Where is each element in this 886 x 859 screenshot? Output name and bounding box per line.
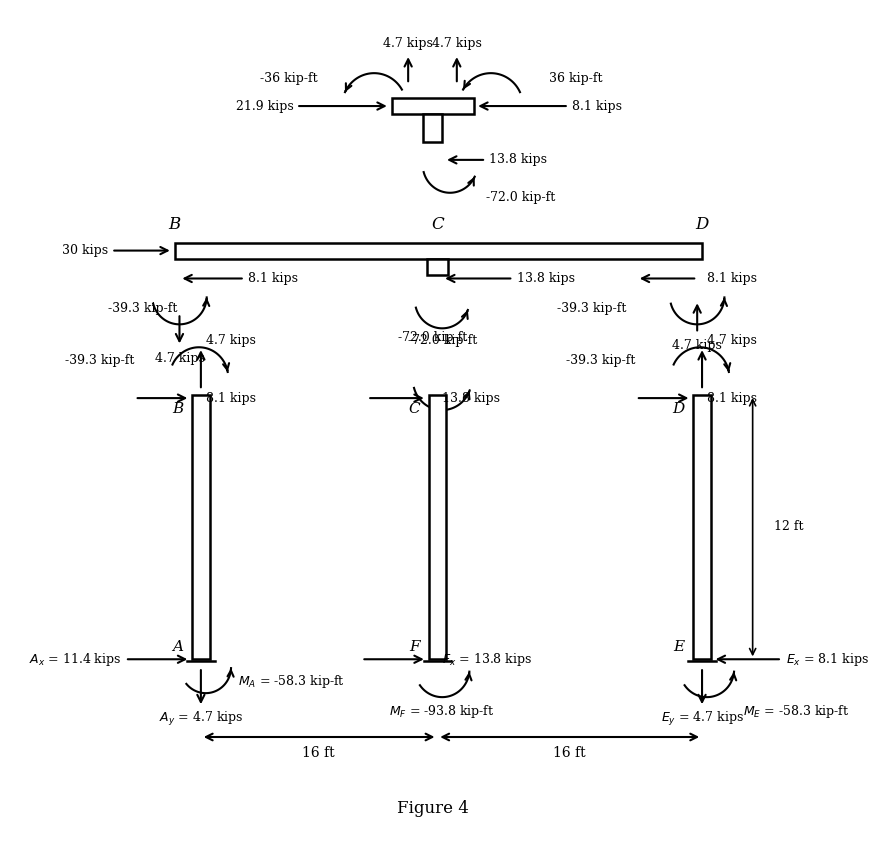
Text: $F_x$ = 13.8 kips: $F_x$ = 13.8 kips [442,651,532,667]
Text: B: B [172,402,183,416]
Text: $E_y$ = 4.7 kips: $E_y$ = 4.7 kips [661,710,743,728]
Text: 4.7 kips: 4.7 kips [707,334,757,347]
Text: 16 ft: 16 ft [302,746,335,760]
Text: 4.7 kips: 4.7 kips [384,37,433,50]
Text: 4.7 kips: 4.7 kips [154,351,205,365]
Bar [427,259,448,275]
Text: -39.3 kip-ft: -39.3 kip-ft [556,302,626,315]
Text: C: C [427,99,439,113]
Text: 30 kips: 30 kips [62,244,108,257]
Text: $M_E$ = -58.3 kip-ft: $M_E$ = -58.3 kip-ft [743,703,850,720]
FancyBboxPatch shape [392,98,474,114]
Text: 4.7 kips: 4.7 kips [431,37,482,50]
Text: 8.1 kips: 8.1 kips [707,272,757,285]
Text: 16 ft: 16 ft [554,746,586,760]
Text: $A_x$ = 11.4 kips: $A_x$ = 11.4 kips [28,651,121,667]
Text: $E_x$ = 8.1 kips: $E_x$ = 8.1 kips [786,651,869,667]
Text: 8.1 kips: 8.1 kips [707,392,757,405]
Text: 13.8 kips: 13.8 kips [517,272,575,285]
Text: $M_F$ = -93.8 kip-ft: $M_F$ = -93.8 kip-ft [390,703,495,720]
Text: C: C [431,216,444,233]
Text: Figure 4: Figure 4 [397,801,469,817]
Text: -39.3 kip-ft: -39.3 kip-ft [566,354,636,367]
Text: C: C [408,402,420,416]
Text: 4.7 kips: 4.7 kips [672,338,722,352]
Text: -39.3 kip-ft: -39.3 kip-ft [66,354,135,367]
Text: 12 ft: 12 ft [774,521,804,533]
Bar [175,242,702,259]
Bar [429,395,447,659]
Text: $A_y$ = 4.7 kips: $A_y$ = 4.7 kips [159,710,243,728]
Text: -72.0 kip-ft: -72.0 kip-ft [486,192,556,204]
Text: 13.8 kips: 13.8 kips [442,392,501,405]
Text: -72.0 kip-ft: -72.0 kip-ft [398,331,467,344]
Text: F: F [409,640,420,655]
Text: 13.8 kips: 13.8 kips [489,154,547,167]
Bar [693,395,711,659]
Text: D: D [672,402,685,416]
Text: $M_A$ = -58.3 kip-ft: $M_A$ = -58.3 kip-ft [237,673,345,690]
Text: B: B [168,216,181,233]
Text: 8.1 kips: 8.1 kips [206,392,256,405]
Text: -72.0 kip-ft: -72.0 kip-ft [408,334,477,347]
Text: 8.1 kips: 8.1 kips [571,100,622,113]
Text: D: D [696,216,709,233]
Text: 8.1 kips: 8.1 kips [247,272,298,285]
FancyBboxPatch shape [423,114,442,142]
Bar [192,395,210,659]
Text: E: E [673,640,685,655]
Text: 21.9 kips: 21.9 kips [236,100,293,113]
Text: -36 kip-ft: -36 kip-ft [260,71,318,85]
Text: A: A [173,640,183,655]
Text: 36 kip-ft: 36 kip-ft [549,71,602,85]
Text: 4.7 kips: 4.7 kips [206,334,256,347]
Text: -39.3 kip-ft: -39.3 kip-ft [108,302,178,315]
